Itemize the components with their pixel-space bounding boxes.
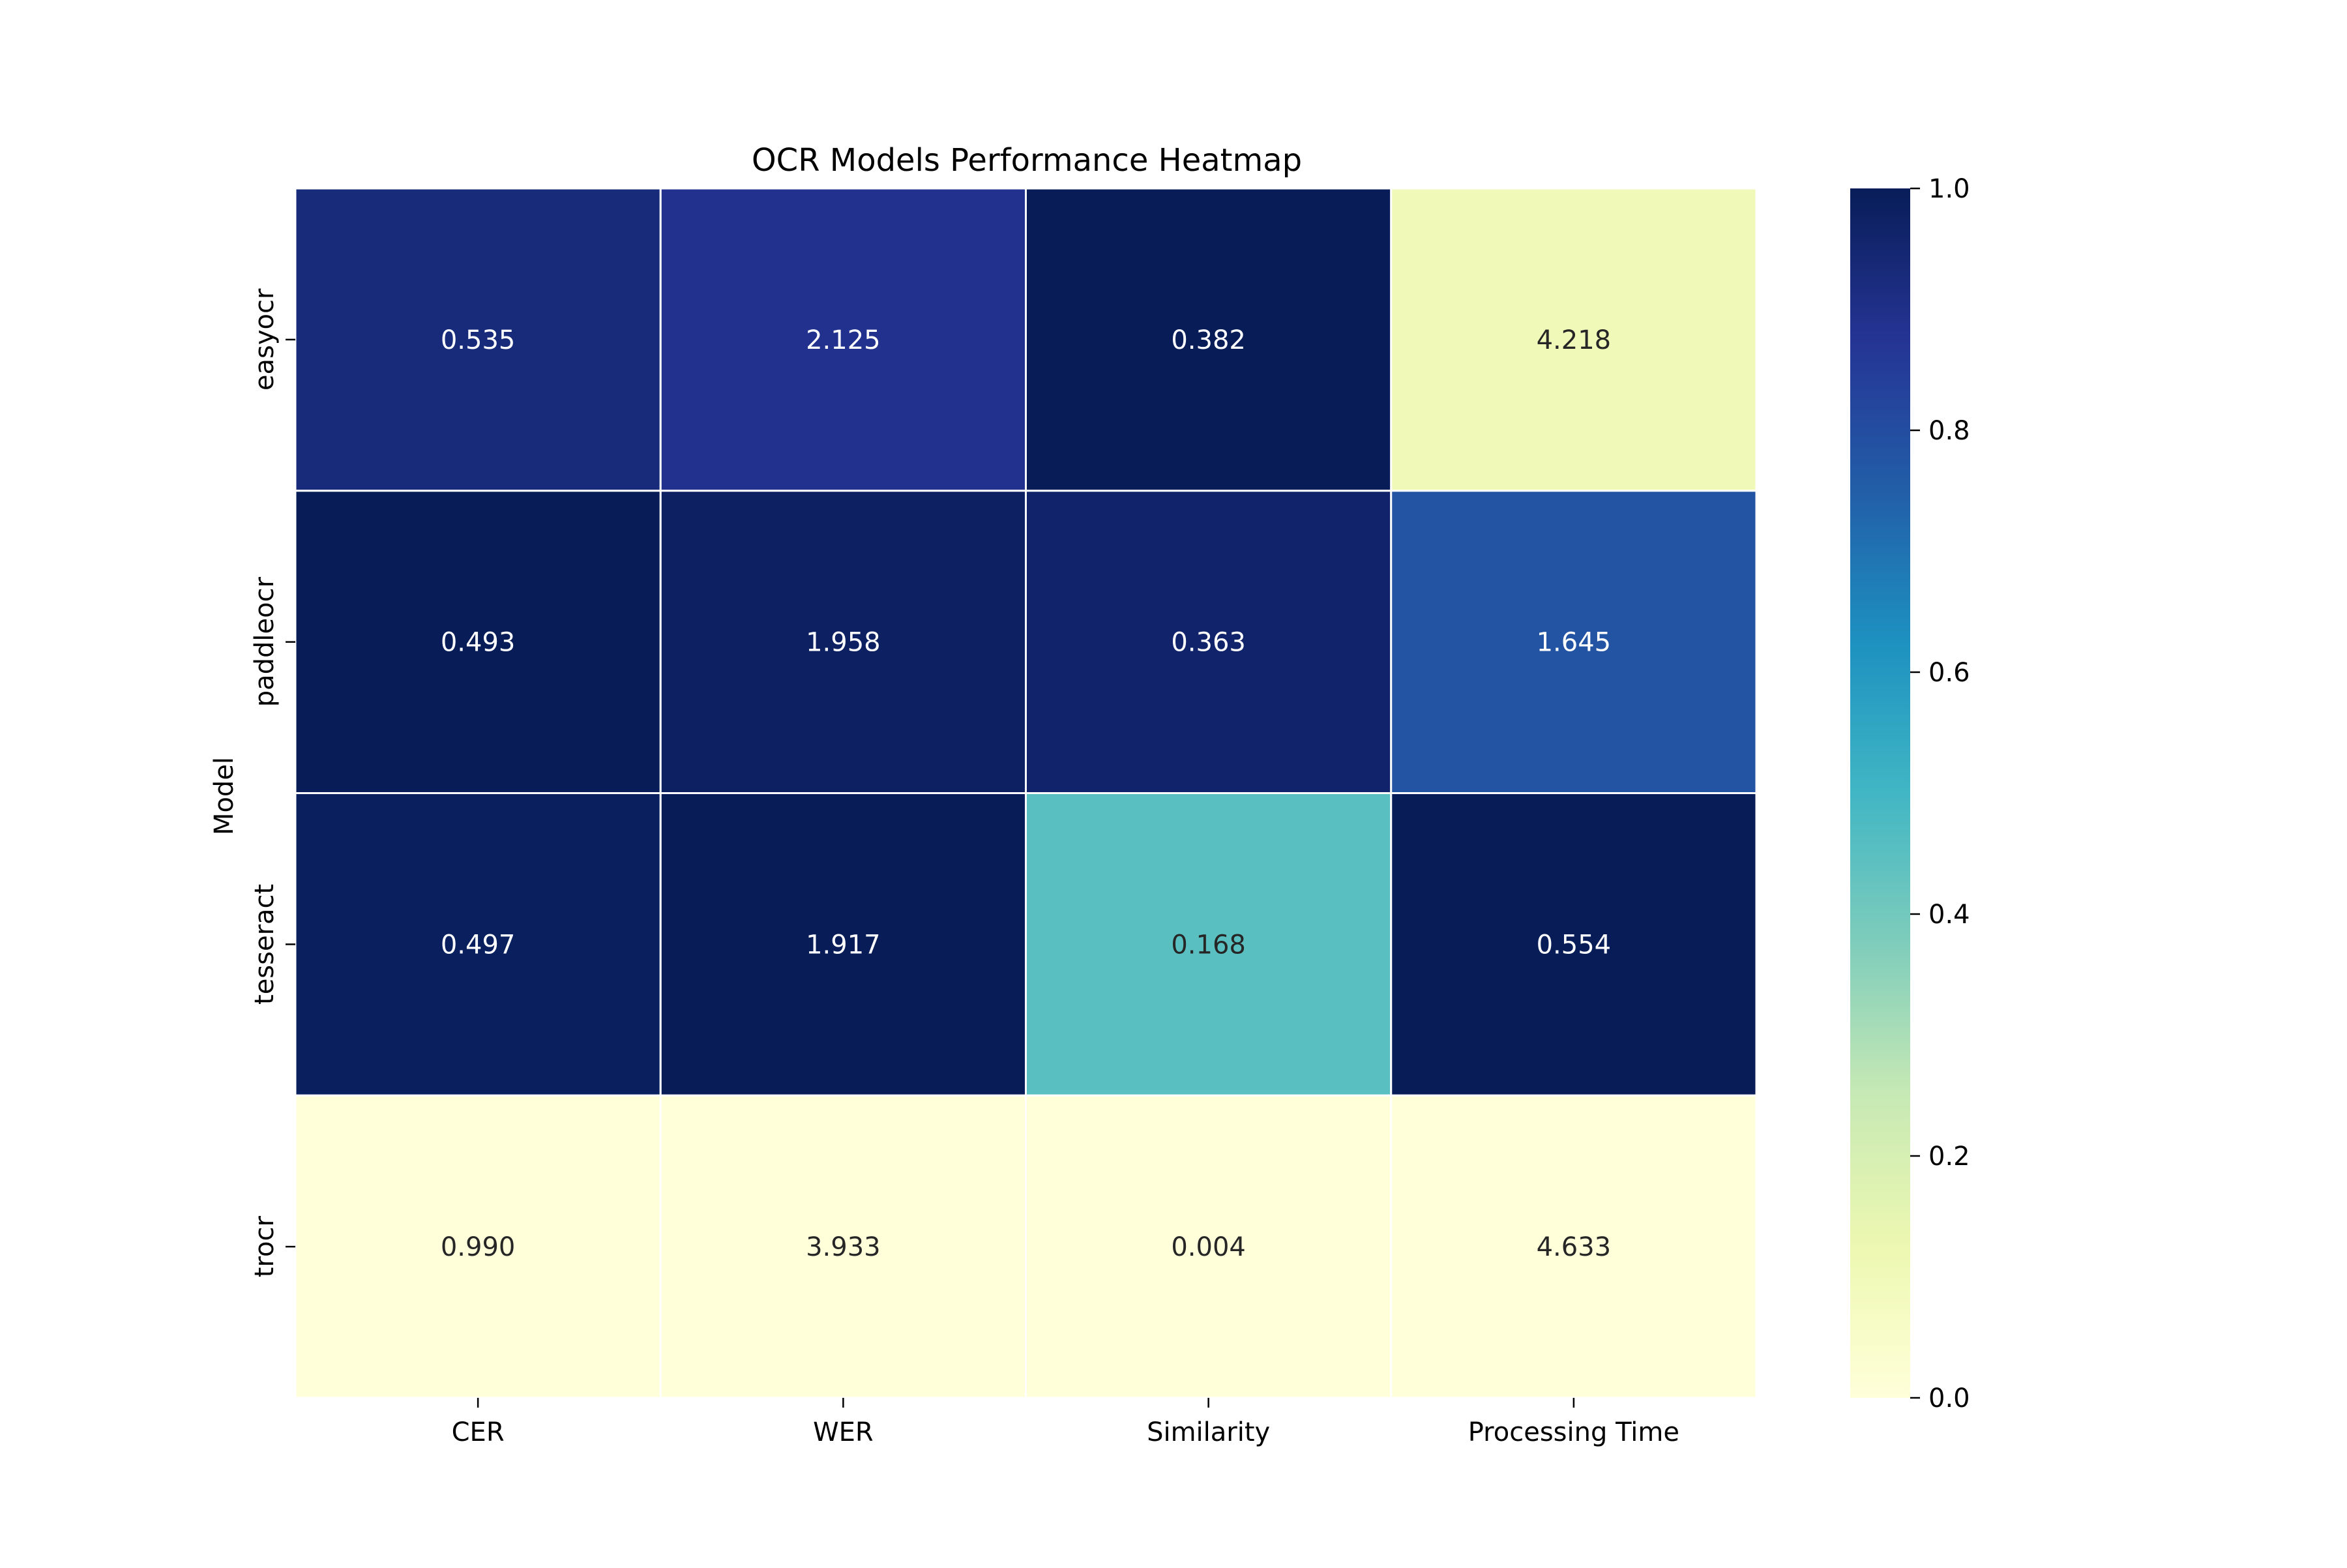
x-axis-ticks: CER WER Similarity Processing Time	[452, 1398, 1679, 1447]
cell-value-label: 1.645	[1537, 628, 1612, 658]
chart-title: OCR Models Performance Heatmap	[752, 142, 1302, 179]
heatmap-cell	[659, 792, 1027, 1097]
cell-value-label: 0.004	[1171, 1232, 1246, 1262]
cell-value-label: 4.633	[1537, 1232, 1612, 1262]
cell-value-label: 0.363	[1171, 628, 1246, 658]
cell-value-label: 3.933	[806, 1232, 881, 1262]
cell-value-label: 1.958	[806, 628, 881, 658]
colorbar-tick-label: 0.4	[1928, 900, 1970, 930]
heatmap-cell	[1390, 792, 1758, 1097]
heatmap-cell	[1025, 187, 1393, 492]
heatmap-cell	[659, 1094, 1027, 1399]
colorbar-ticks: 0.0 0.2 0.4 0.6 0.8 1.0	[1910, 174, 1970, 1413]
cell-value-label: 0.382	[1171, 325, 1246, 355]
colorbar-tick-label: 0.0	[1928, 1383, 1970, 1413]
y-tick-label: trocr	[250, 1215, 280, 1277]
colorbar-tick-label: 1.0	[1928, 174, 1970, 204]
heatmap-cell	[294, 187, 662, 492]
cell-value-label: 4.218	[1537, 325, 1612, 355]
heatmap-cell	[1390, 1094, 1758, 1399]
heatmap-cell	[1390, 187, 1758, 492]
cell-value-label: 0.990	[441, 1232, 516, 1262]
y-tick-label: tesseract	[250, 884, 280, 1005]
heatmap-cell	[294, 490, 662, 794]
cell-value-label: 1.917	[806, 930, 881, 960]
y-tick-label: easyocr	[250, 288, 280, 391]
cell-value-label: 2.125	[806, 325, 881, 355]
heatmap-cells: 0.535 2.125 0.382 4.218 0.493 1.958 0.363 1.645…	[294, 187, 1758, 1399]
y-axis-ticks: easyocr paddleocr tesseract trocr	[250, 288, 295, 1277]
colorbar-tick-label: 0.8	[1928, 416, 1970, 446]
x-tick-label: CER	[452, 1417, 505, 1447]
y-axis-label: Model	[209, 757, 239, 835]
heatmap-cell	[294, 1094, 662, 1399]
colorbar	[1850, 188, 1910, 1398]
colorbar-tick-label: 0.6	[1928, 658, 1970, 688]
cell-value-label: 0.554	[1537, 930, 1612, 960]
x-tick-label: Processing Time	[1468, 1417, 1679, 1447]
heatmap-cell	[1025, 1094, 1393, 1399]
heatmap-cell	[1025, 490, 1393, 794]
heatmap-cell	[1390, 490, 1758, 794]
cell-value-label: 0.168	[1171, 930, 1246, 960]
colorbar-tick-label: 0.2	[1928, 1142, 1970, 1172]
heatmap-cell	[659, 187, 1027, 492]
x-tick-label: Similarity	[1147, 1417, 1270, 1447]
cell-value-label: 0.535	[441, 325, 516, 355]
x-tick-label: WER	[813, 1417, 874, 1447]
cell-value-label: 0.497	[441, 930, 516, 960]
cell-value-label: 0.493	[441, 628, 516, 658]
heatmap-cell	[659, 490, 1027, 794]
y-tick-label: paddleocr	[250, 576, 280, 707]
